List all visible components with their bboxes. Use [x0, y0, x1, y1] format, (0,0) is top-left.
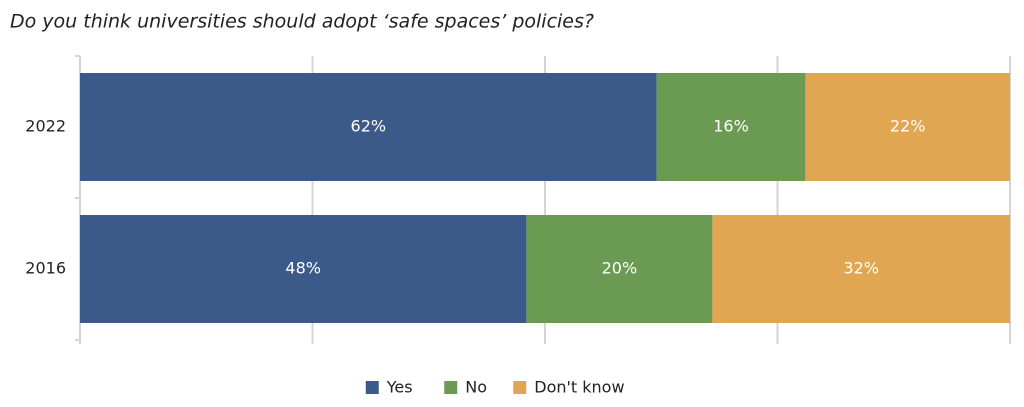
value-label: 48% [285, 259, 321, 278]
legend-label: Don't know [534, 378, 624, 397]
legend-swatch [365, 381, 379, 394]
bar-segment [712, 215, 1010, 323]
chart-title: Do you think universities should adopt ‘… [10, 11, 594, 33]
value-label: 20% [602, 259, 638, 278]
value-label: 32% [843, 259, 879, 278]
bar-segment [805, 73, 1010, 181]
legend-label: Yes [386, 378, 413, 397]
legend-swatch [513, 381, 527, 394]
bar-segment [526, 215, 713, 323]
y-tick-label: 2016 [25, 259, 66, 278]
bar-segment [656, 73, 806, 181]
value-label: 62% [351, 117, 387, 136]
legend-label: No [465, 378, 487, 397]
value-label: 22% [890, 117, 926, 136]
value-label: 16% [713, 117, 749, 136]
y-tick-label: 2022 [25, 117, 66, 136]
bar-segment [80, 215, 527, 323]
bar-segment [80, 73, 657, 181]
legend-swatch [444, 381, 458, 394]
